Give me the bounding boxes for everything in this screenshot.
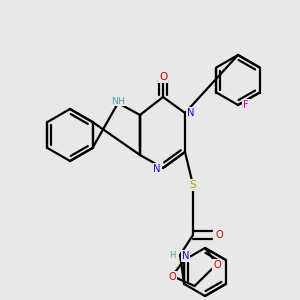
Text: O: O <box>215 230 223 240</box>
Text: NH: NH <box>111 97 125 106</box>
Text: O: O <box>159 72 167 82</box>
Text: O: O <box>213 260 221 270</box>
Text: S: S <box>190 180 196 190</box>
Text: N: N <box>187 108 194 118</box>
Text: F: F <box>243 100 249 110</box>
Text: H: H <box>169 251 176 260</box>
Text: N: N <box>182 251 190 261</box>
Text: O: O <box>168 272 176 282</box>
Text: N: N <box>154 164 161 174</box>
